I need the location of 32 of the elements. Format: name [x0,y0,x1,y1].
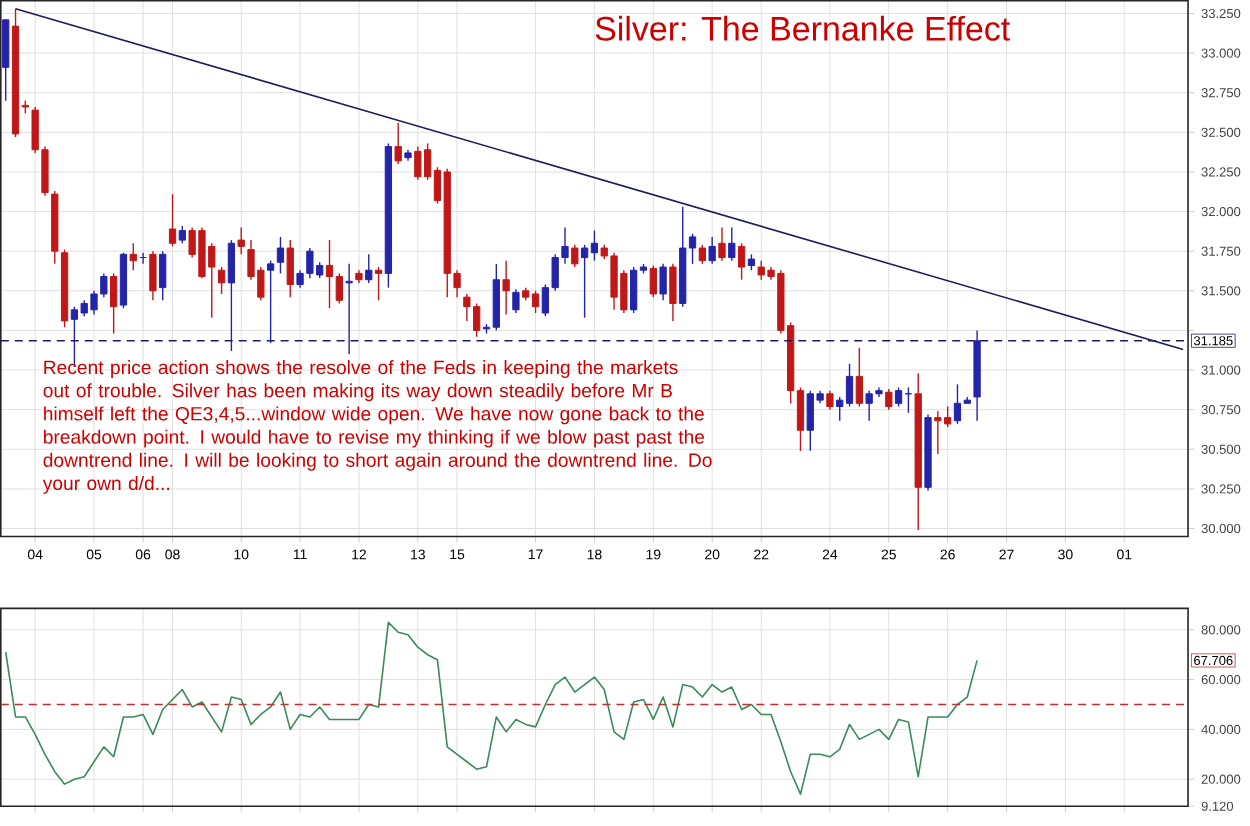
candlestick [669,263,677,322]
candlestick [129,242,137,271]
candlestick [276,236,285,275]
candlestick [502,260,510,316]
candlestick [217,266,226,295]
candlestick [649,264,657,298]
candlestick [571,244,579,268]
candlestick [345,263,353,355]
candlestick [718,226,726,262]
candlestick [149,250,157,302]
candlestick [855,347,863,408]
candlestick [227,239,236,352]
annotation: Recent price action shows the resolve of the Feds in keeping the markets out of trouble. Silver has been making its way down steadily before Mr B himself left the QE3,4,5...window wide open. We have now gone back to the breakdown point. I would have to revise my thinking if we blow past past the downtrend line. I will be looking to short again around the downtrend line. Do your own d/d... [42,360,712,494]
candlestick [826,389,834,411]
candlestick [159,250,167,302]
candlestick [365,253,373,284]
candlestick [659,263,667,302]
candlestick [512,288,520,314]
candlestick [2,19,10,102]
candlestick [708,236,716,265]
candlestick [168,193,177,248]
chart-title: Silver: The Bernanke Effect [595,15,1010,41]
candlestick [237,226,245,256]
candlestick [374,266,383,302]
candlestick [286,239,294,298]
candlestick [737,242,746,281]
candlestick [885,388,893,411]
candlestick [728,226,736,262]
candlestick [698,244,706,265]
candlestick [267,260,275,344]
candlestick [110,272,118,335]
candlestick [394,122,402,165]
